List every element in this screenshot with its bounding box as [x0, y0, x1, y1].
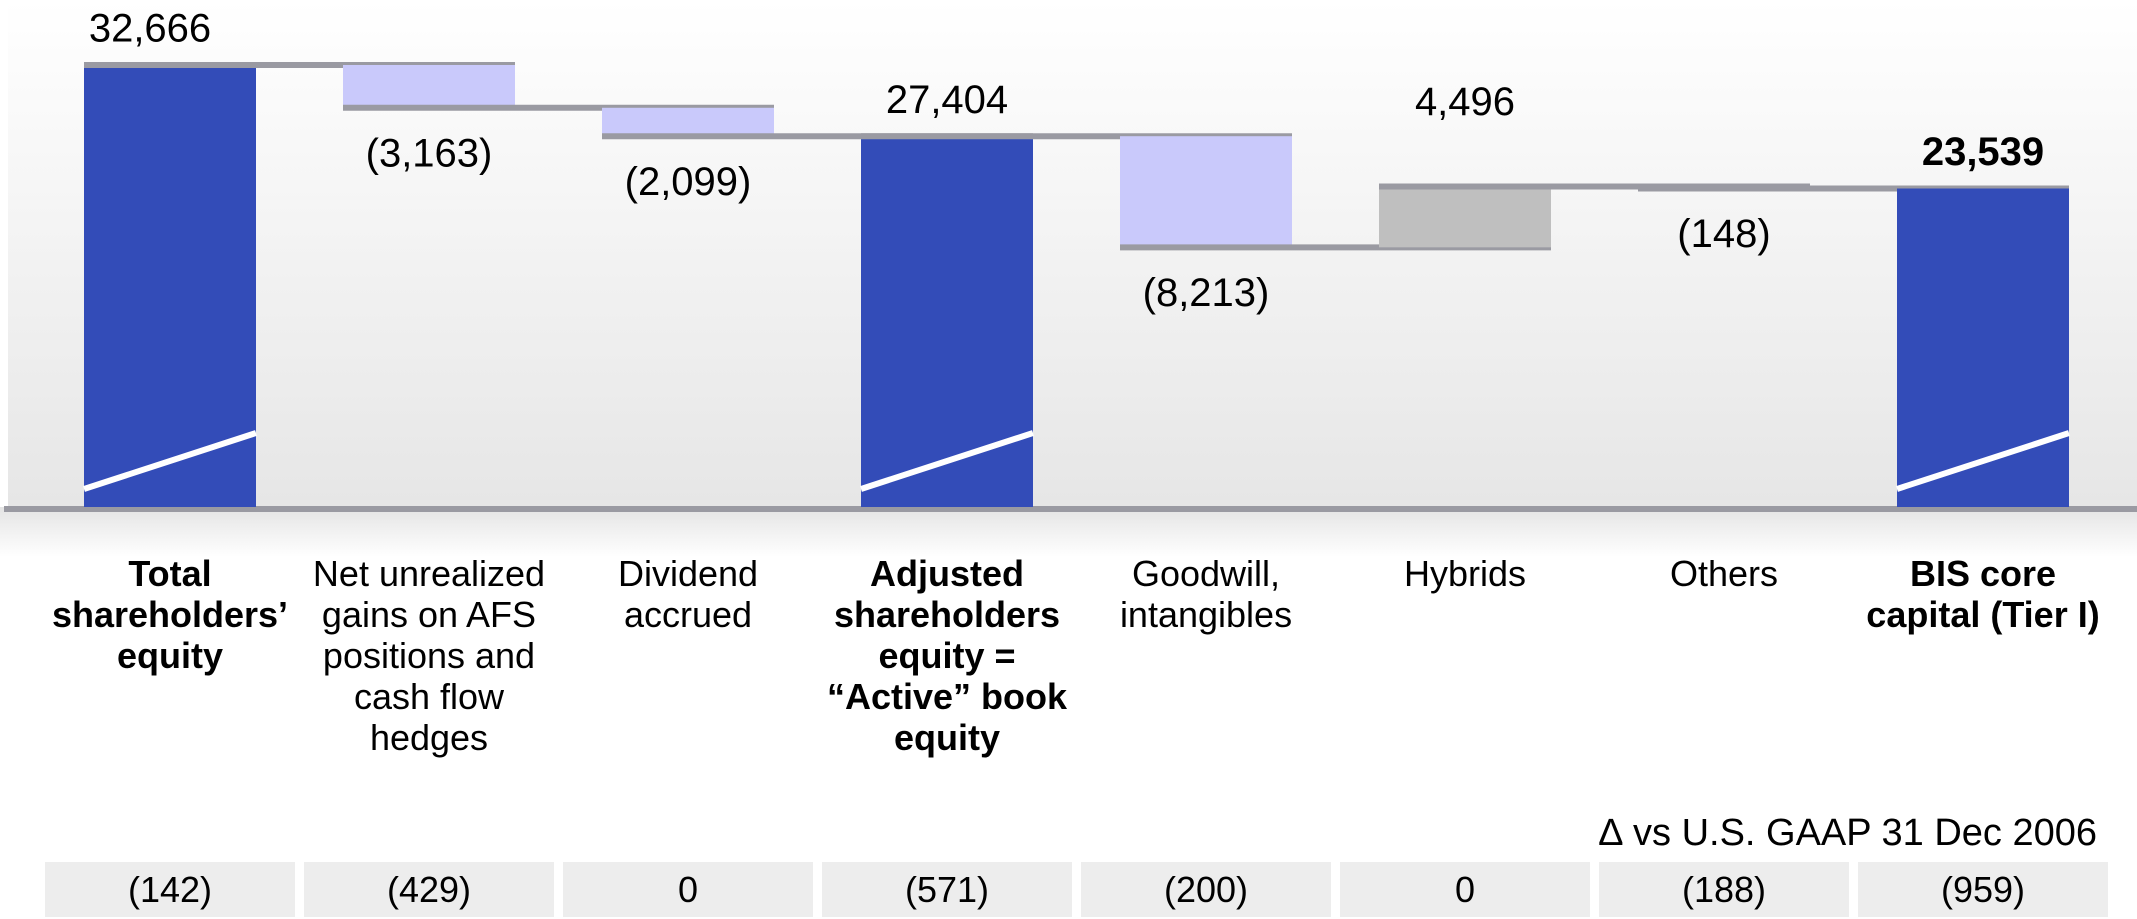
x-tick-label: Total shareholders’ equity [51, 553, 289, 676]
plot-background [8, 0, 2137, 507]
table-cell: 0 [1340, 862, 1590, 917]
table-cell: 0 [563, 862, 813, 917]
table-cell: (200) [1081, 862, 1331, 917]
x-tick-label: Net unrealized gains on AFS positions an… [312, 553, 546, 758]
value-label: 27,404 [886, 78, 1008, 122]
value-label: 32,666 [89, 7, 211, 51]
table-title: ∆ vs U.S. GAAP 31 Dec 2006 [1599, 812, 2097, 854]
bar-stripe [860, 430, 1034, 492]
bar [1120, 136, 1292, 248]
value-label: 4,496 [1415, 80, 1515, 124]
bar [1379, 186, 1551, 248]
value-label: (3,163) [366, 131, 493, 175]
x-tick-label: Adjusted shareholders equity = “Active” … [826, 553, 1068, 758]
x-tick-label: Hybrids [1403, 553, 1527, 594]
x-tick-label: Dividend accrued [617, 553, 759, 635]
bar-stripe [1896, 430, 2070, 492]
value-label: (2,099) [625, 160, 752, 204]
table-cell: (571) [822, 862, 1072, 917]
value-label: (148) [1677, 212, 1770, 256]
bar-stripe [83, 430, 257, 492]
bar [343, 65, 515, 108]
bar [1897, 188, 2069, 508]
x-tick-label: BIS core capital (Tier I) [1866, 553, 2100, 635]
table-cell: (429) [304, 862, 554, 917]
table-cell: (959) [1858, 862, 2108, 917]
value-label: (8,213) [1143, 271, 1270, 315]
bar [861, 136, 1033, 508]
bar [84, 65, 256, 507]
value-label: 23,539 [1922, 130, 2044, 174]
bar [602, 107, 774, 137]
x-tick-label: Goodwill, intangibles [1119, 553, 1293, 635]
shadow [0, 507, 2137, 557]
x-tick-label: Others [1669, 553, 1779, 594]
table-cell: (142) [45, 862, 295, 917]
table-cell: (188) [1599, 862, 1849, 917]
